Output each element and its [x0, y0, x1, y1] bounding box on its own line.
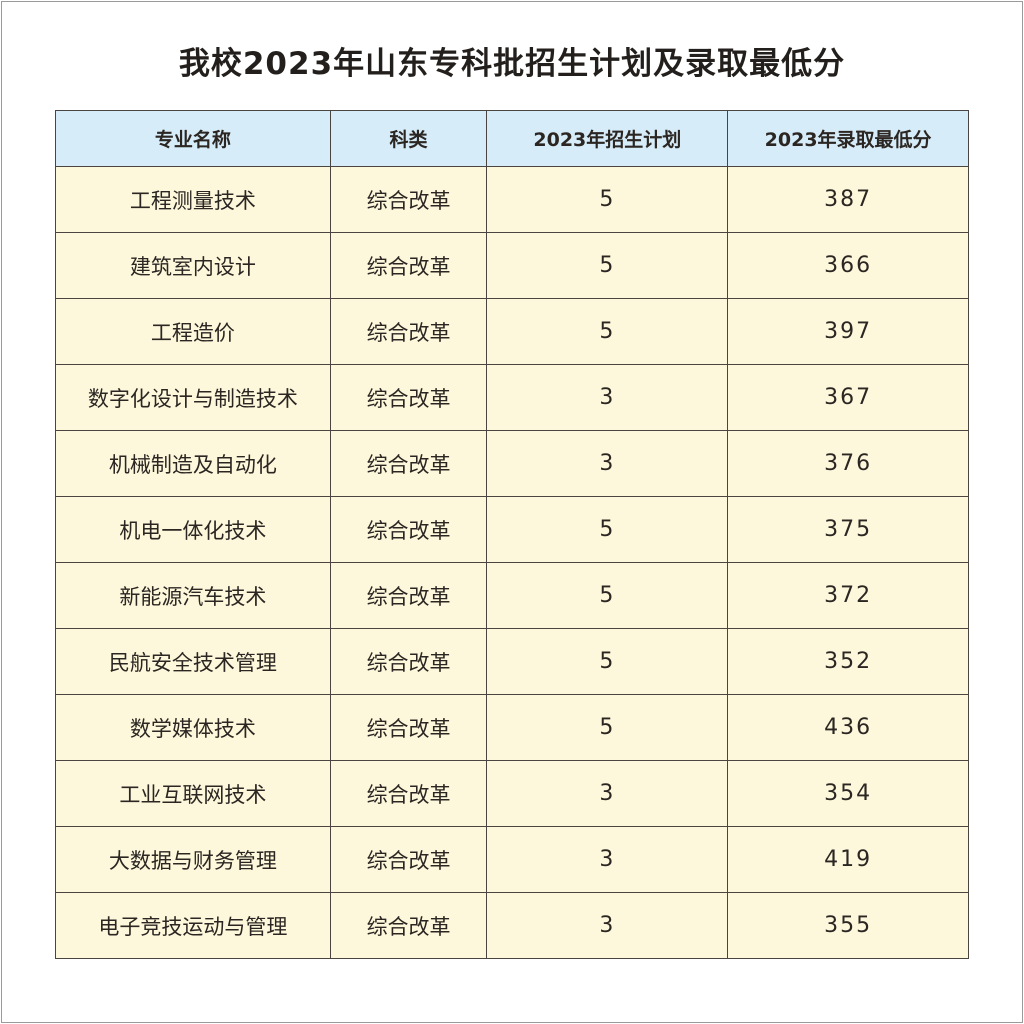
cell-plan: 5 — [486, 562, 729, 629]
cell-min-score: 397 — [727, 298, 969, 365]
admissions-table: 专业名称 科类 2023年招生计划 2023年录取最低分 工程测量技术 综合改革 5… — [55, 110, 969, 959]
cell-major: 数字化设计与制造技术 — [55, 364, 331, 431]
header-category: 科类 — [329, 110, 488, 167]
cell-major: 工程测量技术 — [55, 166, 331, 233]
cell-major: 工程造价 — [55, 298, 331, 365]
table-row: 工程测量技术 综合改革 5 387 — [55, 166, 969, 233]
table-row: 工业互联网技术 综合改革 3 354 — [55, 760, 969, 827]
table-row: 建筑室内设计 综合改革 5 366 — [55, 232, 969, 299]
cell-major: 电子竞技运动与管理 — [55, 892, 331, 959]
cell-category: 综合改革 — [329, 430, 488, 497]
cell-min-score: 387 — [727, 166, 969, 233]
table-row: 工程造价 综合改革 5 397 — [55, 298, 969, 365]
table-row: 民航安全技术管理 综合改革 5 352 — [55, 628, 969, 695]
table-header-row: 专业名称 科类 2023年招生计划 2023年录取最低分 — [55, 110, 969, 167]
cell-plan: 5 — [486, 232, 729, 299]
table-row: 数字化设计与制造技术 综合改革 3 367 — [55, 364, 969, 431]
header-plan: 2023年招生计划 — [486, 110, 729, 167]
cell-major: 建筑室内设计 — [55, 232, 331, 299]
cell-category: 综合改革 — [329, 694, 488, 761]
cell-plan: 5 — [486, 166, 729, 233]
header-major: 专业名称 — [55, 110, 331, 167]
page-title: 我校2023年山东专科批招生计划及录取最低分 — [178, 46, 846, 82]
cell-plan: 5 — [486, 298, 729, 365]
cell-min-score: 372 — [727, 562, 969, 629]
cell-major: 新能源汽车技术 — [55, 562, 331, 629]
cell-min-score: 436 — [727, 694, 969, 761]
cell-min-score: 376 — [727, 430, 969, 497]
cell-plan: 5 — [486, 694, 729, 761]
cell-major: 机电一体化技术 — [55, 496, 331, 563]
table-row: 机械制造及自动化 综合改革 3 376 — [55, 430, 969, 497]
table-row: 数学媒体技术 综合改革 5 436 — [55, 694, 969, 761]
cell-category: 综合改革 — [329, 892, 488, 959]
table-row: 大数据与财务管理 综合改革 3 419 — [55, 826, 969, 893]
cell-min-score: 367 — [727, 364, 969, 431]
cell-plan: 5 — [486, 628, 729, 695]
cell-plan: 3 — [486, 826, 729, 893]
cell-min-score: 419 — [727, 826, 969, 893]
cell-major: 大数据与财务管理 — [55, 826, 331, 893]
cell-category: 综合改革 — [329, 826, 488, 893]
cell-min-score: 352 — [727, 628, 969, 695]
cell-plan: 3 — [486, 430, 729, 497]
cell-category: 综合改革 — [329, 166, 488, 233]
table-row: 新能源汽车技术 综合改革 5 372 — [55, 562, 969, 629]
header-min-score: 2023年录取最低分 — [727, 110, 969, 167]
cell-min-score: 354 — [727, 760, 969, 827]
cell-category: 综合改革 — [329, 760, 488, 827]
cell-major: 数学媒体技术 — [55, 694, 331, 761]
cell-plan: 3 — [486, 892, 729, 959]
cell-plan: 5 — [486, 496, 729, 563]
cell-plan: 3 — [486, 364, 729, 431]
cell-min-score: 375 — [727, 496, 969, 563]
table-row: 机电一体化技术 综合改革 5 375 — [55, 496, 969, 563]
cell-category: 综合改革 — [329, 364, 488, 431]
cell-category: 综合改革 — [329, 232, 488, 299]
cell-category: 综合改革 — [329, 496, 488, 563]
cell-major: 机械制造及自动化 — [55, 430, 331, 497]
cell-category: 综合改革 — [329, 298, 488, 365]
cell-min-score: 355 — [727, 892, 969, 959]
cell-major: 工业互联网技术 — [55, 760, 331, 827]
cell-min-score: 366 — [727, 232, 969, 299]
table-row: 电子竞技运动与管理 综合改革 3 355 — [55, 892, 969, 959]
cell-category: 综合改革 — [329, 562, 488, 629]
cell-category: 综合改革 — [329, 628, 488, 695]
cell-major: 民航安全技术管理 — [55, 628, 331, 695]
cell-plan: 3 — [486, 760, 729, 827]
